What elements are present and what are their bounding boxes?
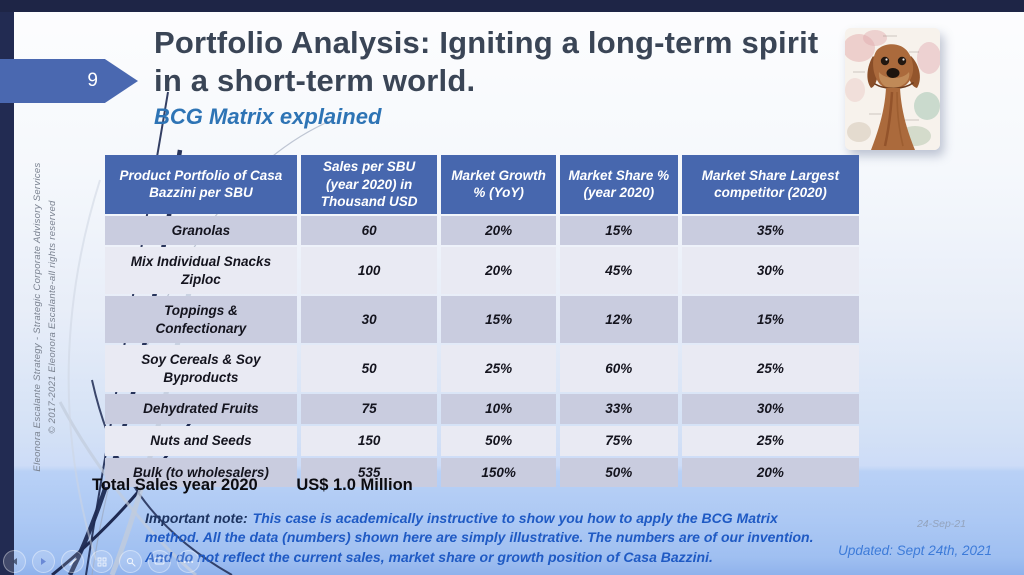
cell-share: 75% (559, 426, 678, 456)
dog-illustration (845, 28, 940, 150)
left-navy-strip (0, 0, 14, 575)
table-row: Soy Cereals & Soy Byproducts 50 25% 60% … (105, 345, 859, 393)
cell-product: Toppings & Confectionary (105, 296, 297, 344)
cell-product: Granolas (105, 215, 297, 246)
cell-sales: 30 (300, 296, 438, 344)
more-options-button[interactable] (177, 550, 200, 573)
pen-icon (68, 557, 77, 566)
col-header-growth: Market Growth % (YoY) (441, 155, 556, 214)
cell-product: Dehydrated Fruits (105, 394, 297, 425)
monitor-icon (154, 557, 165, 565)
updated-label: Updated: Sept 24th, 2021 (838, 543, 992, 558)
cell-growth: 10% (441, 394, 556, 425)
slide-number-badge: 9 (0, 59, 138, 103)
cell-sales: 60 (300, 215, 438, 246)
cell-growth: 25% (441, 345, 556, 393)
see-all-slides-button[interactable] (90, 550, 113, 573)
copyright-rail: Eleonora Escalante Strategy - Strategic … (31, 141, 60, 493)
grid-icon (97, 557, 106, 566)
cell-competitor: 25% (681, 426, 859, 456)
cell-competitor: 25% (681, 345, 859, 393)
date-stamp: 24-Sep-21 (916, 518, 966, 530)
cell-sales: 150 (300, 426, 438, 456)
col-header-competitor: Market Share Largest competitor (2020) (681, 155, 859, 214)
cell-competitor: 30% (681, 247, 859, 295)
cell-growth: 150% (441, 457, 556, 488)
total-sales-value: US$ 1.0 Million (296, 476, 413, 494)
cell-growth: 20% (441, 215, 556, 246)
dog-watercolor-image (845, 28, 940, 150)
cell-share: 12% (559, 296, 678, 344)
total-sales-line: Total Sales year 2020 US$ 1.0 Million (92, 476, 413, 495)
pen-button[interactable] (61, 550, 84, 573)
cell-sales: 100 (300, 247, 438, 295)
title-block: Portfolio Analysis: Igniting a long-term… (154, 24, 830, 130)
copyright-line2: © 2017-2021 Eleonora Escalante-all right… (46, 200, 58, 434)
ellipsis-icon (183, 560, 194, 563)
cell-competitor: 35% (681, 215, 859, 246)
cell-share: 15% (559, 215, 678, 246)
display-settings-button[interactable] (148, 550, 171, 573)
next-slide-button[interactable] (32, 550, 55, 573)
cell-share: 60% (559, 345, 678, 393)
cell-growth: 20% (441, 247, 556, 295)
cell-growth: 50% (441, 426, 556, 456)
cell-share: 45% (559, 247, 678, 295)
important-note-label: Important note: (145, 510, 248, 526)
cell-sales: 75 (300, 394, 438, 425)
slide-number: 9 (87, 70, 98, 91)
total-sales-label: Total Sales year 2020 (92, 476, 258, 494)
bcg-portfolio-table: Product Portfolio of Casa Bazzini per SB… (101, 153, 863, 489)
slide-subtitle: BCG Matrix explained (154, 103, 382, 129)
previous-icon (12, 558, 17, 565)
table-row: Mix Individual Snacks Ziploc 100 20% 45%… (105, 247, 859, 295)
cell-product: Soy Cereals & Soy Byproducts (105, 345, 297, 393)
cell-growth: 15% (441, 296, 556, 344)
cell-competitor: 30% (681, 394, 859, 425)
cell-competitor: 20% (681, 457, 859, 488)
slideshow-controls (3, 550, 200, 573)
table-row: Dehydrated Fruits 75 10% 33% 30% (105, 394, 859, 425)
cell-product: Mix Individual Snacks Ziploc (105, 247, 297, 295)
cell-competitor: 15% (681, 296, 859, 344)
next-icon (41, 558, 46, 565)
previous-slide-button[interactable] (3, 550, 26, 573)
cell-share: 50% (559, 457, 678, 488)
col-header-sales: Sales per SBU (year 2020) in Thousand US… (300, 155, 438, 214)
cell-sales: 50 (300, 345, 438, 393)
top-navy-bar (0, 0, 1024, 12)
table-row: Toppings & Confectionary 30 15% 12% 15% (105, 296, 859, 344)
copyright-line1: Eleonora Escalante Strategy - Strategic … (32, 162, 43, 472)
cell-share: 33% (559, 394, 678, 425)
table-row: Nuts and Seeds 150 50% 75% 25% (105, 426, 859, 456)
important-note: Important note: This case is academically… (145, 509, 819, 567)
col-header-share: Market Share % (year 2020) (559, 155, 678, 214)
slide-title: Portfolio Analysis: Igniting a long-term… (154, 25, 819, 98)
magnifier-icon (126, 557, 136, 567)
col-header-product: Product Portfolio of Casa Bazzini per SB… (105, 155, 297, 214)
cell-product: Nuts and Seeds (105, 426, 297, 456)
zoom-button[interactable] (119, 550, 142, 573)
table-header-row: Product Portfolio of Casa Bazzini per SB… (105, 155, 859, 214)
table-row: Granolas 60 20% 15% 35% (105, 215, 859, 246)
